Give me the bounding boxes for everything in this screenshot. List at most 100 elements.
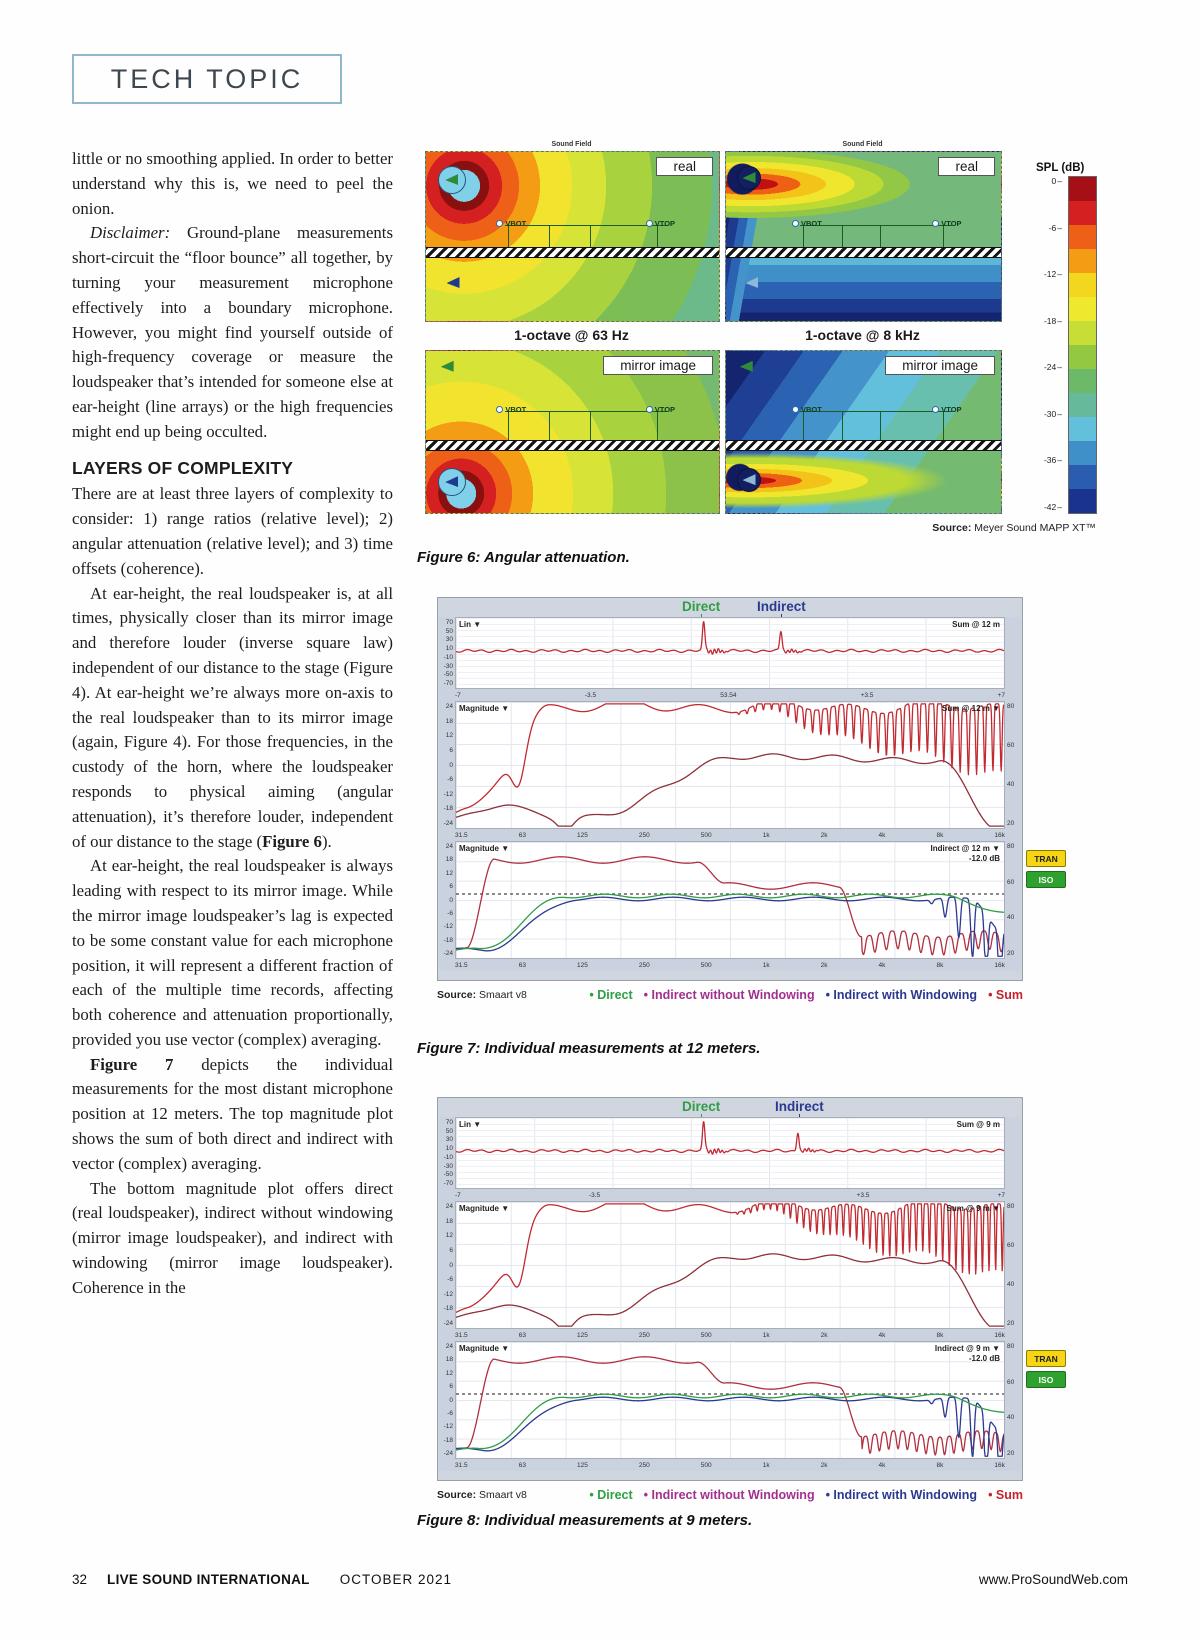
tick-label: 500 xyxy=(700,1331,712,1339)
mic-label-vbot: VBOT xyxy=(792,219,822,228)
tick-label: 60 xyxy=(1007,1242,1015,1249)
magnitude-y-axis: 24 18 12 6 0 -6 -12 -18 -24 xyxy=(439,701,455,829)
sum-magnitude-plot: Magnitude ▼ Sum @ 12 m ▼ xyxy=(455,701,1005,829)
mic-stand xyxy=(590,224,592,247)
ir-trace-label: Sum @ 12 m xyxy=(952,620,1000,629)
mic-array-line xyxy=(800,224,952,226)
figure8-caption: Figure 8: Individual measurements at 9 m… xyxy=(417,1512,753,1529)
tick-label: -6 xyxy=(447,776,453,784)
sum-magnitude-plot: Magnitude ▼ Sum @ 9 m ▼ xyxy=(455,1201,1005,1329)
impulse-response-plot: Lin ▼ Sum @ 12 m xyxy=(455,617,1005,689)
tick-label: 1k xyxy=(762,961,770,969)
legend-item: • Sum xyxy=(988,988,1023,1002)
tick-label: 6 xyxy=(449,883,453,891)
figure7-caption: Figure 7: Individual measurements at 12 … xyxy=(417,1040,761,1057)
tick-label: 1k xyxy=(762,1461,770,1469)
panel-tag-mirror: mirror image xyxy=(885,356,995,375)
loudspeaker-icon xyxy=(437,165,466,194)
colorbar-swatch xyxy=(1069,297,1096,321)
magnitude-right-axis: 80 60 40 20 xyxy=(1005,701,1021,829)
tick-label: 80 xyxy=(1007,843,1015,850)
annotation-row: Direct Indirect xyxy=(439,1099,1021,1119)
tick-label: 500 xyxy=(700,831,712,839)
ir-trace xyxy=(456,618,1004,688)
mic-marker-icon xyxy=(932,219,940,227)
ir-right-axis xyxy=(1005,617,1021,689)
tick-label: 24 xyxy=(445,703,453,710)
tick-label: 31.5 xyxy=(455,1331,468,1339)
colorbar-swatch xyxy=(1069,345,1096,369)
tick-label: -10 xyxy=(443,1153,453,1161)
ir-x-axis: -7 -3.5 53.54 +3.5 +7 xyxy=(439,689,1021,701)
floor-hatch xyxy=(426,440,719,452)
tick-label: 18 xyxy=(445,856,453,864)
floor-hatch xyxy=(426,246,719,258)
website-url: www.ProSoundWeb.com xyxy=(978,1572,1128,1587)
figure7-reference: Figure 7 xyxy=(90,1054,174,1074)
tick-label: -12 xyxy=(443,923,453,931)
tick-label: 0 xyxy=(449,1261,453,1269)
legend-item: • Sum xyxy=(988,1488,1023,1502)
tick-label: 250 xyxy=(638,1461,650,1469)
tick-label: 0 xyxy=(449,761,453,769)
tick-label: 20 xyxy=(1007,1449,1015,1457)
mic-stand xyxy=(803,224,804,247)
tick-label: 50 xyxy=(445,1127,453,1135)
tick-label: 12 xyxy=(445,1369,453,1377)
speaker-wedge-icon xyxy=(742,172,756,184)
impulse-response-plot: Lin ▼ Sum @ 9 m xyxy=(455,1117,1005,1189)
figure6-caption: Figure 6: Angular attenuation. xyxy=(417,549,630,566)
tick-label: 24 xyxy=(445,1203,453,1210)
tick-label: -18 xyxy=(443,805,453,813)
tick-label: 60 xyxy=(1007,742,1015,749)
indirect-magnitude-row: 24 18 12 6 0 -6 -12 -18 -24 Magnitude ▼ Indirect… xyxy=(439,1341,1021,1459)
figure7-smaart-screenshot: Direct Indirect 70 50 30 10 -10 -30 -50 -70 Lin… xyxy=(437,597,1066,981)
tick-label: 4k xyxy=(878,961,886,969)
figure8-footer: Source: Smaart v8 • Direct • Indirect wit… xyxy=(437,1488,1023,1502)
tick-label: 30 xyxy=(445,636,453,644)
tick-label: 70 xyxy=(445,1119,453,1126)
tick-label: -50 xyxy=(443,671,453,679)
tick-label: 2k xyxy=(820,1331,828,1339)
tick-label: -24 xyxy=(443,950,453,957)
ir-y-axis: 70 50 30 10 -10 -30 -50 -70 xyxy=(439,617,455,689)
tick-label: +3.5 xyxy=(860,691,874,699)
tick-label: 6 xyxy=(449,746,453,754)
panel-tag-real: real xyxy=(656,157,713,176)
tick-label: 0 xyxy=(449,1396,453,1404)
sum-traces xyxy=(456,1202,1004,1328)
mic-marker-icon xyxy=(792,219,799,227)
tick-label: -6 xyxy=(447,1409,453,1417)
tick-label: 20 xyxy=(1007,820,1015,827)
tick-label: 500 xyxy=(700,961,712,969)
mic-stand xyxy=(803,410,804,441)
paragraph: Figure 7 depicts the individual measurem… xyxy=(72,1054,393,1173)
sum-trace-label: Sum @ 12 m ▼ xyxy=(942,704,1000,713)
colorbar-swatch xyxy=(1069,201,1096,225)
indirect-magnitude-plot: Magnitude ▼ Indirect @ 12 m ▼ -12.0 dB xyxy=(455,841,1005,959)
paragraph: The bottom magnitude plot offers direct … xyxy=(72,1178,393,1297)
sum-traces xyxy=(456,702,1004,828)
tick-label: 8k xyxy=(936,961,944,969)
tick-label: 63 xyxy=(518,961,526,969)
colorbar-swatch xyxy=(1069,465,1096,489)
indirect-callout: Indirect xyxy=(775,1099,824,1119)
colorbar-ticks: 0 -6 -12 -18 -24 -30 -36 -42 xyxy=(1020,176,1062,516)
colorbar-swatch xyxy=(1069,321,1096,345)
mirror-loudspeaker-icon xyxy=(437,467,466,496)
legend-item: • Indirect with Windowing xyxy=(825,988,978,1002)
tick-label: -6 xyxy=(447,1276,453,1284)
page-number: 32 xyxy=(72,1572,88,1587)
tick-label: 40 xyxy=(1007,914,1015,922)
mic-stand xyxy=(508,224,510,247)
indirect-magnitude-row: 24 18 12 6 0 -6 -12 -18 -24 Magnitude ▼ Indirect… xyxy=(439,841,1021,959)
soundfield-panel-mirror-63hz: VBOT VTOP mirror image xyxy=(425,350,720,514)
ir-right-axis xyxy=(1005,1117,1021,1189)
sum-magnitude-row: 24 18 12 6 0 -6 -12 -18 -24 Magnitude ▼ Sum @ 12… xyxy=(439,701,1021,829)
speaker-wedge-icon xyxy=(445,476,459,488)
tick-label: 4k xyxy=(878,831,886,839)
colorbar-swatch xyxy=(1069,489,1096,513)
frequency-axis: 31.5 63 125 250 500 1k 2k 4k 8k 16k xyxy=(439,1329,1021,1341)
magnitude-mode-dropdown: Magnitude ▼ xyxy=(459,844,510,853)
mic-array-line xyxy=(800,410,952,412)
